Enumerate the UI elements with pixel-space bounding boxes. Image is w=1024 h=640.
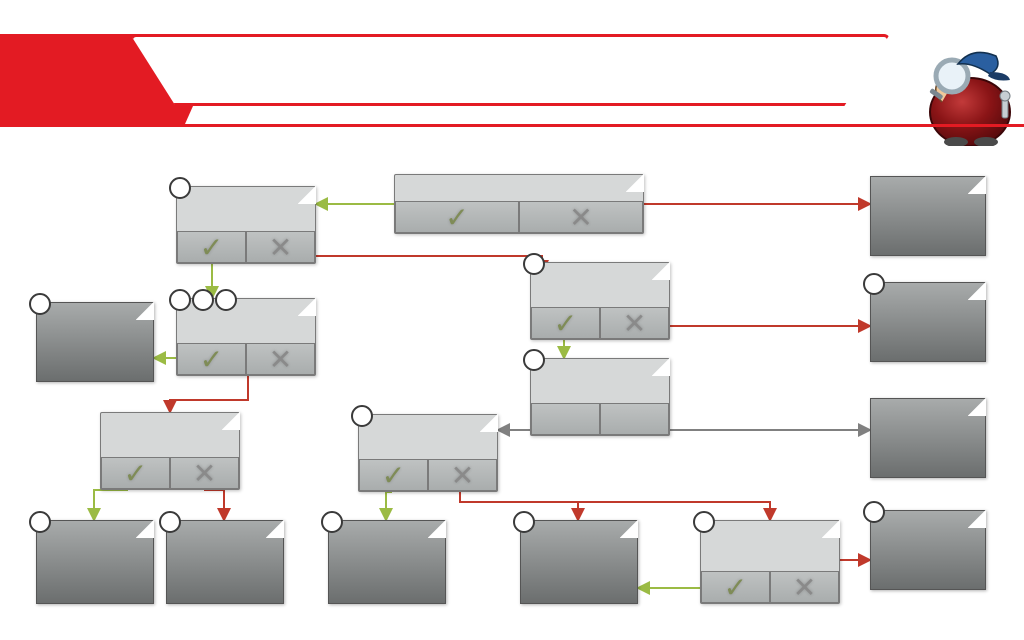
flow-edge bbox=[94, 490, 128, 520]
step-badge bbox=[523, 253, 545, 275]
x-icon: ✕ bbox=[770, 571, 839, 603]
check-icon: ✓ bbox=[177, 343, 246, 375]
step-badge bbox=[192, 289, 214, 311]
step-badge bbox=[215, 289, 237, 311]
terminal-node bbox=[36, 302, 154, 382]
terminal-node bbox=[328, 520, 446, 604]
flow-edge bbox=[204, 490, 224, 520]
flow-edge bbox=[386, 492, 392, 520]
x-icon: ✕ bbox=[170, 457, 239, 489]
flow-edge bbox=[170, 376, 248, 412]
decision-node: ✓✕ bbox=[100, 412, 240, 490]
x-icon: ✕ bbox=[246, 231, 315, 263]
step-badge bbox=[159, 511, 181, 533]
flow-edge bbox=[460, 492, 770, 520]
check-icon: ✓ bbox=[101, 457, 170, 489]
check-icon: ✓ bbox=[701, 571, 770, 603]
x-icon: ✕ bbox=[600, 307, 669, 339]
decision-node bbox=[530, 358, 670, 436]
terminal-node bbox=[870, 282, 986, 362]
step-badge bbox=[863, 501, 885, 523]
decision-node: ✓✕ bbox=[530, 262, 670, 340]
x-icon: ✕ bbox=[428, 459, 497, 491]
step-badge bbox=[169, 289, 191, 311]
x-icon bbox=[600, 403, 669, 435]
x-icon: ✕ bbox=[246, 343, 315, 375]
check-icon: ✓ bbox=[359, 459, 428, 491]
terminal-node bbox=[870, 176, 986, 256]
flow-edge bbox=[316, 256, 542, 272]
step-badge bbox=[693, 511, 715, 533]
check-icon bbox=[531, 403, 600, 435]
decision-node: ✓✕ bbox=[176, 186, 316, 264]
x-icon: ✕ bbox=[519, 201, 643, 233]
terminal-node bbox=[36, 520, 154, 604]
step-badge bbox=[169, 177, 191, 199]
check-icon: ✓ bbox=[531, 307, 600, 339]
step-badge bbox=[321, 511, 343, 533]
step-badge bbox=[29, 293, 51, 315]
step-badge bbox=[29, 511, 51, 533]
decision-node: ✓✕ bbox=[700, 520, 840, 604]
decision-node: ✓✕ bbox=[358, 414, 498, 492]
decision-node: ✓✕ bbox=[394, 174, 644, 234]
check-icon: ✓ bbox=[177, 231, 246, 263]
terminal-node bbox=[520, 520, 638, 604]
terminal-node bbox=[870, 510, 986, 590]
check-icon: ✓ bbox=[395, 201, 519, 233]
step-badge bbox=[351, 405, 373, 427]
step-badge bbox=[863, 273, 885, 295]
step-badge bbox=[523, 349, 545, 371]
decision-node: ✓✕ bbox=[176, 298, 316, 376]
terminal-node bbox=[870, 398, 986, 478]
step-badge bbox=[513, 511, 535, 533]
terminal-node bbox=[166, 520, 284, 604]
